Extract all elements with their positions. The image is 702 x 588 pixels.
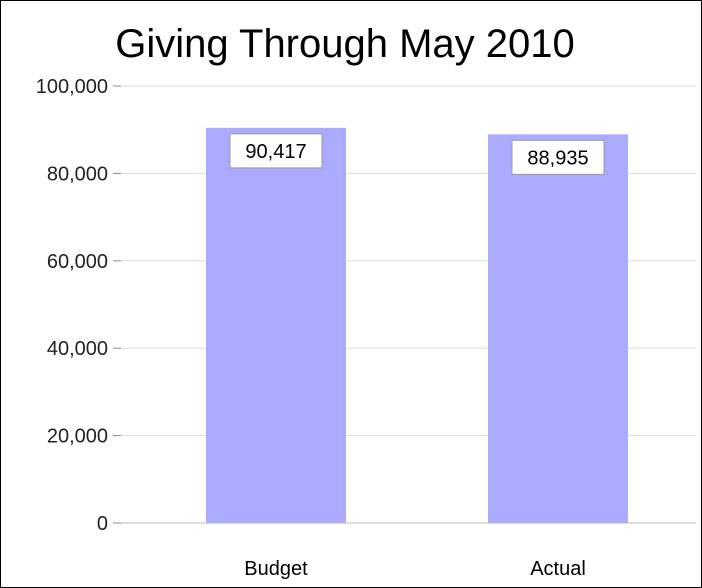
y-tick-label: 80,000 xyxy=(47,163,108,185)
x-category-label: Budget xyxy=(244,558,308,580)
data-label-box xyxy=(229,133,323,169)
y-tick-label: 0 xyxy=(97,513,108,535)
data-label-box xyxy=(511,139,605,175)
data-label: 90,417 xyxy=(245,141,306,163)
y-axis: 0 20,000 40,000 60,000 80,000 100,000 xyxy=(36,76,121,535)
y-tick-label: 40,000 xyxy=(47,338,108,360)
y-tick-label: 60,000 xyxy=(47,251,108,273)
x-axis: Budget Actual xyxy=(244,558,585,580)
bar-budget xyxy=(206,127,346,523)
y-tick-label: 100,000 xyxy=(36,76,108,98)
y-tick-label: 20,000 xyxy=(47,426,108,448)
x-category-label: Actual xyxy=(530,558,586,580)
chart-title: Giving Through May 2010 xyxy=(115,22,575,66)
bars: 90,417 88,935 xyxy=(206,127,628,523)
data-label: 88,935 xyxy=(527,147,588,169)
bar-actual xyxy=(488,134,628,523)
